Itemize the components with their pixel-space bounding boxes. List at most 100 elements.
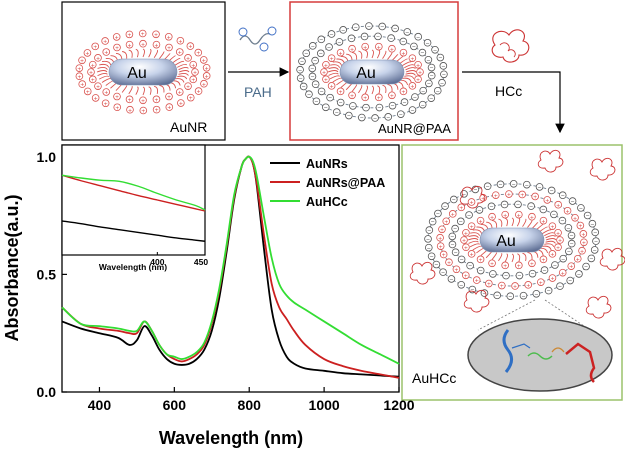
charge-circle [500, 200, 509, 209]
charge-circle [425, 226, 434, 234]
charge-sign: − [339, 100, 343, 107]
y-tick-label: 0.5 [37, 266, 57, 282]
charge-circle [349, 102, 357, 110]
hcc-protein-blob [537, 149, 564, 173]
ligand-tail [178, 70, 190, 73]
ligand-tail [97, 72, 108, 77]
ligand-tail [175, 78, 185, 83]
charge-circle [101, 99, 110, 108]
charge-circle [327, 82, 336, 90]
ligand-tail [171, 57, 181, 64]
charge-circle [467, 250, 476, 258]
gold-rod-label: Au [356, 65, 376, 82]
charge-sign: + [576, 256, 580, 263]
charge-sign: − [566, 225, 570, 232]
charge-circle [296, 65, 304, 74]
charge-circle [177, 99, 185, 107]
charge-sign: + [479, 257, 483, 264]
inset-x-axis-label: Wavelength (nm) [99, 262, 167, 272]
inset-line-aunrs-paa [61, 174, 206, 212]
charge-sign: − [590, 221, 594, 228]
x-tick-label: 1000 [309, 397, 340, 413]
charge-sign: − [441, 270, 445, 277]
charge-circle [547, 186, 556, 195]
ligand-tail [128, 85, 133, 95]
charge-sign: − [310, 66, 314, 73]
charge-sign: − [363, 34, 367, 41]
ligand-tail [527, 220, 533, 228]
charge-sign: + [155, 97, 159, 104]
ligand-tail [177, 75, 188, 80]
hcc-protein-corona [409, 149, 625, 319]
charge-sign: + [439, 244, 443, 251]
charge-sign: + [324, 77, 328, 84]
scheme-panel-aunr-paa: ++++++++++++++++ + + ++++−−−−−−−−−−−−−−−−−−… [289, 1, 459, 141]
charge-circle [535, 183, 544, 191]
charge-sign: − [430, 254, 434, 261]
charge-sign: + [205, 65, 209, 72]
charge-sign: − [594, 239, 598, 246]
charge-circle [399, 37, 408, 46]
charge-circle [568, 197, 577, 205]
charge-sign: + [115, 94, 119, 101]
ligand-tail [159, 84, 165, 93]
charge-sign: + [573, 215, 577, 222]
charge-sign: + [330, 56, 334, 63]
charge-sign: − [543, 268, 547, 275]
charge-sign: + [556, 230, 560, 237]
charge-circle [388, 91, 396, 100]
charge-circle [317, 87, 326, 96]
charge-circle [186, 42, 195, 50]
charge-sign: + [197, 89, 201, 96]
charge-circle [113, 43, 121, 52]
charge-sign: + [115, 45, 119, 52]
charge-sign: − [403, 100, 407, 107]
charge-circle [322, 75, 330, 84]
ligand-tail [511, 253, 514, 263]
charge-circle [191, 68, 199, 76]
ligand-tail [468, 240, 479, 244]
charge-sign: + [542, 257, 546, 264]
charge-sign: − [473, 187, 477, 194]
charge-sign: + [520, 192, 524, 199]
charge-sign: + [561, 270, 565, 277]
charge-circle [348, 91, 356, 100]
charge-circle [461, 271, 470, 280]
charge-circle [548, 222, 557, 230]
charge-circle [375, 42, 383, 51]
arrow-hcc-label: HCc [495, 83, 522, 99]
charge-sign: − [584, 264, 588, 271]
charge-circle [336, 87, 345, 96]
charge-sign: + [179, 101, 183, 108]
charge-sign: − [376, 34, 380, 41]
x-tick-label: 600 [163, 397, 187, 413]
charge-sign: − [442, 72, 446, 79]
charge-sign: + [128, 42, 132, 49]
charge-circle [433, 86, 442, 95]
charge-sign: + [410, 56, 414, 63]
charge-circle [489, 270, 497, 278]
charge-sign: + [141, 31, 145, 38]
charge-circle [75, 72, 84, 81]
charge-circle [184, 54, 192, 62]
charge-circle [75, 64, 84, 72]
charge-circle [460, 236, 468, 244]
charge-circle [317, 35, 326, 44]
inset-x-tick-label: 400 [150, 257, 164, 267]
inset-series-lines [61, 174, 206, 242]
zoom-bubble [467, 299, 613, 392]
charge-circle [152, 105, 161, 114]
charge-sign: − [558, 284, 562, 291]
ligand-tail [327, 70, 339, 73]
charge-sign: + [186, 84, 190, 91]
charge-circle [345, 111, 353, 120]
charge-sign: + [444, 219, 448, 226]
charge-sign: + [481, 195, 485, 202]
charge-sign: − [568, 278, 572, 285]
charge-circle [532, 289, 541, 298]
charge-circle [519, 291, 528, 300]
ligand-tail [498, 218, 503, 227]
linker-green [527, 352, 553, 360]
charge-sign: − [541, 207, 545, 214]
charge-sign: + [533, 194, 537, 201]
